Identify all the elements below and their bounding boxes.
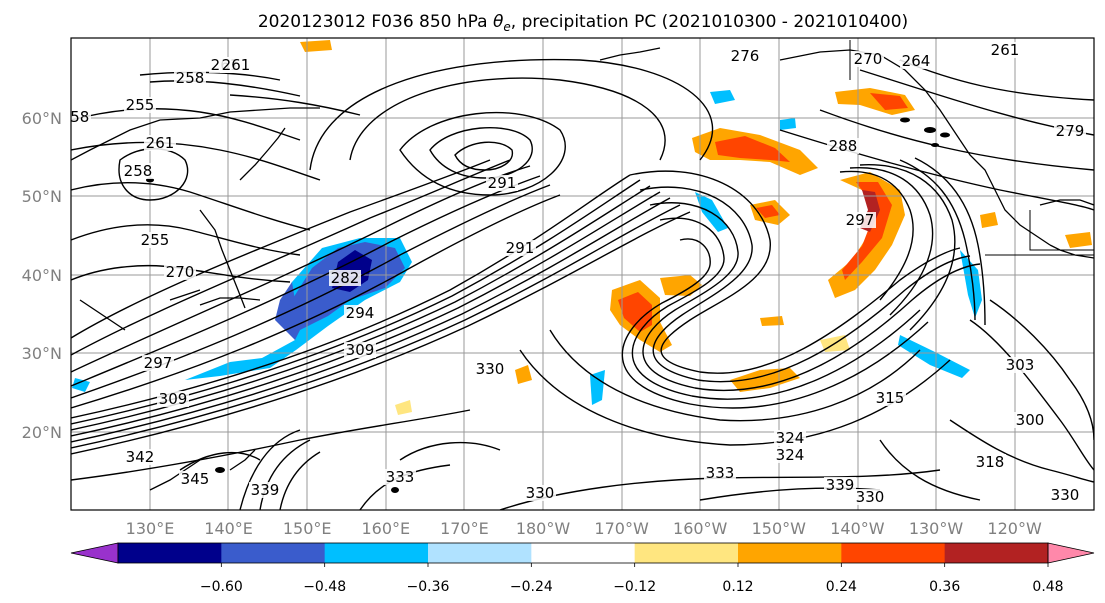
- colorbar-tick-label: −0.12: [613, 579, 656, 595]
- lon-label: 170°E: [440, 519, 489, 538]
- lon-label: 120°W: [987, 519, 1042, 538]
- contour-label: 294: [346, 304, 375, 322]
- contour-label: 330: [1051, 486, 1080, 504]
- contour-label: 261: [991, 41, 1020, 59]
- map-title: 2020123012 F036 850 hPa θe, precipitatio…: [258, 12, 908, 34]
- colorbar-tick-label: −0.36: [407, 579, 450, 595]
- colorbar-segment: [944, 543, 1049, 563]
- colorbar-tick-label: 0.12: [722, 579, 753, 595]
- contour-label: 330: [476, 360, 505, 378]
- lat-label: 30°N: [22, 344, 62, 363]
- lat-label: 50°N: [22, 187, 62, 206]
- colorbar-tick-label: 0.24: [826, 579, 857, 595]
- contour-label: 270: [166, 263, 195, 281]
- contour-label: 333: [706, 464, 735, 482]
- map-border: [70, 37, 1095, 511]
- contour-label: 261: [222, 56, 251, 74]
- contour-label: 258: [61, 108, 90, 126]
- longitude-labels: 130°E 140°E 150°E 160°E 170°E 180°W 170°W 160°W…: [126, 519, 1042, 538]
- contour-label: 291: [506, 239, 535, 257]
- colorbar-segment: [118, 543, 222, 563]
- contour-label: 345: [181, 470, 210, 488]
- contour-label: 324: [776, 429, 805, 447]
- contour-label: 339: [251, 481, 280, 499]
- contour-label: 255: [141, 231, 170, 249]
- contour-label: 282: [331, 269, 360, 287]
- contour-labels: 2612582612762702642612552582612582912882…: [61, 41, 1086, 506]
- colorbar-segment: [324, 543, 429, 563]
- colorbar-tick-label: −0.24: [510, 579, 553, 595]
- lon-label: 150°E: [283, 519, 332, 538]
- contour-label: 339: [826, 476, 855, 494]
- contour-label: 291: [488, 174, 517, 192]
- latitude-labels: 60°N 50°N 40°N 30°N 20°N: [22, 109, 62, 442]
- colorbar-segment: [531, 543, 636, 563]
- contour-label: 309: [346, 341, 375, 359]
- colorbar: [70, 542, 1095, 564]
- contour-label: 258: [176, 69, 205, 87]
- contour-label: 303: [1006, 356, 1035, 374]
- borders: [849, 40, 1094, 256]
- coastlines: [71, 47, 1094, 491]
- lon-label: 130°W: [909, 519, 964, 538]
- contour-label: 264: [902, 52, 931, 70]
- map-panel: 2612582612762702642612552582612582912882…: [61, 38, 1094, 510]
- colorbar-arrow-right: [1047, 542, 1095, 564]
- colorbar-tick-label: 0.48: [1032, 579, 1063, 595]
- graticule: [71, 38, 1094, 510]
- lon-label: 160°E: [361, 519, 410, 538]
- contour-label: 261: [146, 134, 175, 152]
- contour-label: 324: [776, 446, 805, 464]
- colorbar-segment: [738, 543, 842, 563]
- lon-label: 160°W: [673, 519, 728, 538]
- contour-label: 300: [1016, 411, 1045, 429]
- contour-label: 318: [976, 453, 1005, 471]
- contour-label: 330: [526, 484, 555, 502]
- colorbar-segment: [221, 543, 326, 563]
- contour-label: 279: [1056, 122, 1085, 140]
- islands: [146, 117, 950, 493]
- lon-label: 170°W: [594, 519, 649, 538]
- colorbar-arrow-left: [70, 542, 119, 564]
- lon-label: 150°W: [752, 519, 807, 538]
- colorbar-tick-labels: −0.60 −0.48 −0.36 −0.24 −0.12 0.12 0.24 0.36 0.4…: [200, 563, 1064, 595]
- colorbar-tick-label: 0.36: [929, 579, 960, 595]
- lon-label: 180°W: [516, 519, 571, 538]
- contour-label: 342: [126, 448, 155, 466]
- lat-label: 20°N: [22, 423, 62, 442]
- colorbar-segment: [428, 543, 532, 563]
- contour-label: 333: [386, 468, 415, 486]
- contour-label: 297: [846, 211, 875, 229]
- lat-label: 60°N: [22, 109, 62, 128]
- colorbar-segment: [841, 543, 946, 563]
- contour-label: 288: [829, 137, 858, 155]
- colorbar-tick-label: −0.48: [303, 579, 346, 595]
- lon-label: 140°W: [830, 519, 885, 538]
- contour-label: 330: [856, 488, 885, 506]
- contour-label: 255: [126, 96, 155, 114]
- contour-label: 297: [144, 354, 173, 372]
- colorbar-segment: [634, 543, 739, 563]
- colorbar-tick-label: −0.60: [200, 579, 243, 595]
- contour-label: 258: [124, 162, 153, 180]
- contour-label: 270: [854, 50, 883, 68]
- lat-label: 40°N: [22, 266, 62, 285]
- lon-label: 140°E: [204, 519, 253, 538]
- contour-label: 315: [876, 389, 905, 407]
- contour-label: 309: [159, 390, 188, 408]
- lon-label: 130°E: [126, 519, 175, 538]
- contour-label: 276: [731, 47, 760, 65]
